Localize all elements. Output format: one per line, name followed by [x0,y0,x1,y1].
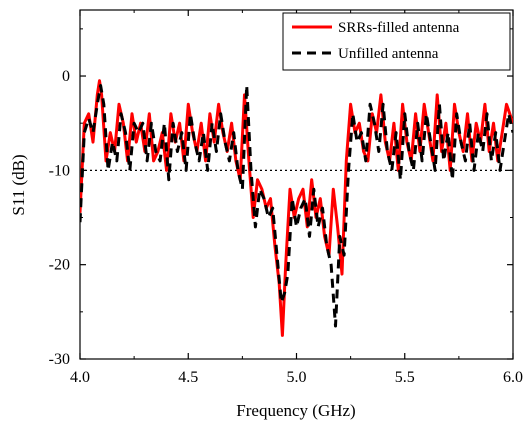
y-tick-label: 0 [62,68,70,85]
series-layer [80,79,513,337]
legend-label-unfilled: Unfilled antenna [338,46,439,62]
legend: SRRs-filled antenna Unfilled antenna [282,12,511,71]
x-tick-label: 6.0 [503,369,523,386]
x-tick-label: 5.5 [395,369,415,386]
series-line-srrs-filled [80,79,513,337]
series-line-unfilled [80,84,513,328]
x-tick-label: 4.0 [70,369,90,386]
y-axis-label: S11 (dB) [9,154,28,215]
y-tick-label: -30 [49,351,70,368]
x-tick-label: 5.0 [287,369,307,386]
legend-box [282,12,511,71]
legend-label-srrs-filled: SRRs-filled antenna [338,20,460,36]
x-axis-label: Frequency (GHz) [236,401,355,420]
axis-tick-labels: 4.0 4.5 5.0 5.5 6.0 -30 -20 -10 0 [49,68,523,386]
y-tick-label: -10 [49,162,70,179]
x-tick-label: 4.5 [178,369,198,386]
y-tick-label: -20 [49,257,70,274]
